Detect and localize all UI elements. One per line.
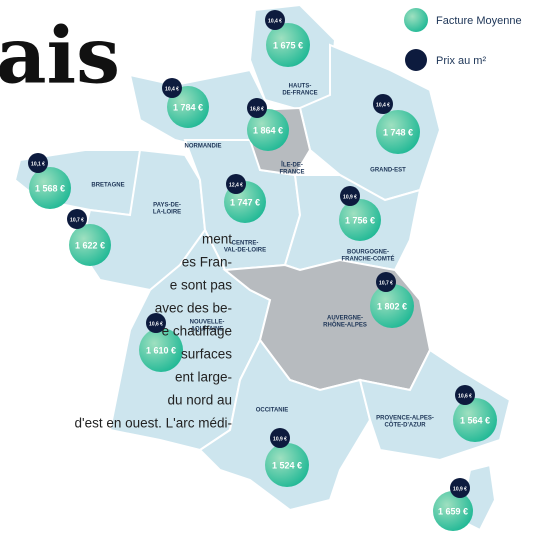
facture-bubble xyxy=(29,167,71,209)
facture-value: 1 564 € xyxy=(460,415,490,425)
article-line: du nord au xyxy=(167,393,232,408)
region-label: AQUITAINE xyxy=(191,327,224,333)
prix-bubble xyxy=(146,313,166,333)
region-label: BRETAGNE xyxy=(91,183,124,189)
prix-value: 16,8 € xyxy=(250,106,264,112)
prix-value: 10,1 € xyxy=(31,161,45,167)
region-label: LA-LOIRE xyxy=(153,210,181,216)
facture-bubble xyxy=(433,491,473,531)
facture-bubble xyxy=(265,443,309,487)
facture-value: 1 747 € xyxy=(230,197,260,207)
article-line: es Fran- xyxy=(182,255,232,270)
facture-value: 1 524 € xyxy=(272,460,302,470)
legend-label: Facture Moyenne xyxy=(436,15,522,27)
facture-value: 1 568 € xyxy=(35,183,65,193)
region-label: BOURGOGNE- xyxy=(347,250,389,256)
prix-bubble xyxy=(162,78,182,98)
prix-bubble xyxy=(373,94,393,114)
prix-bubble xyxy=(340,186,360,206)
region-label: PAYS-DE- xyxy=(153,203,181,209)
article-line: d'est en ouest. L'arc médi- xyxy=(75,416,233,431)
facture-value: 1 610 € xyxy=(146,345,176,355)
prix-bubble xyxy=(376,272,396,292)
region-label: FRANCHE-COMTÉ xyxy=(342,255,395,263)
article-line: e sont pas xyxy=(170,278,233,293)
prix-bubble xyxy=(67,209,87,229)
prix-value: 10,9 € xyxy=(273,436,287,442)
prix-value: 10,4 € xyxy=(376,102,390,108)
prix-value: 10,7 € xyxy=(70,217,84,223)
title: ais xyxy=(0,11,120,102)
facture-bubble xyxy=(376,110,420,154)
region xyxy=(198,338,372,512)
facture-value: 1 622 € xyxy=(75,240,105,250)
facture-bubble xyxy=(139,328,183,372)
prix-value: 10,4 € xyxy=(165,86,179,92)
facture-bubble xyxy=(167,86,209,128)
facture-value: 1 675 € xyxy=(273,40,303,50)
facture-bubble xyxy=(370,284,414,328)
region-label: CÔTE-D'AZUR xyxy=(384,421,426,429)
region-label: AUVERGNE- xyxy=(327,316,363,322)
prix-value: 10,6 € xyxy=(149,321,163,327)
region-label: CENTRE- xyxy=(232,241,259,247)
region-label: HAUTS- xyxy=(289,84,312,90)
facture-bubble xyxy=(247,109,289,151)
region-label: GRAND-EST xyxy=(370,168,406,174)
facture-bubble xyxy=(453,398,497,442)
facture-value: 1 864 € xyxy=(253,125,283,135)
legend-swatch xyxy=(404,8,428,32)
region-label: ÎLE-DE- xyxy=(280,161,303,169)
region-label: NORMANDIE xyxy=(185,144,222,150)
prix-bubble xyxy=(247,98,267,118)
article-line: ment xyxy=(202,232,232,247)
region-label: OCCITANIE xyxy=(256,408,289,414)
prix-bubble xyxy=(270,428,290,448)
facture-bubble xyxy=(69,224,111,266)
facture-value: 1 756 € xyxy=(345,215,375,225)
facture-bubble xyxy=(339,199,381,241)
region-label: PROVENCE-ALPES- xyxy=(376,416,434,422)
region-label: VAL-DE-LOIRE xyxy=(224,248,266,254)
facture-value: 1 784 € xyxy=(173,102,203,112)
facture-value: 1 659 € xyxy=(438,506,468,516)
article-line: surfaces xyxy=(181,347,232,362)
article-line: avec des be- xyxy=(155,301,232,316)
legend-swatch xyxy=(405,49,427,71)
prix-value: 10,6 € xyxy=(458,393,472,399)
prix-bubble xyxy=(450,478,470,498)
article-line: e chauffage xyxy=(162,324,232,339)
region-label: NOUVELLE- xyxy=(190,320,225,326)
facture-value: 1 802 € xyxy=(377,301,407,311)
prix-bubble xyxy=(28,153,48,173)
region-label: DE-FRANCE xyxy=(282,91,317,97)
prix-value: 10,7 € xyxy=(379,280,393,286)
facture-bubble xyxy=(266,23,310,67)
legend-label: Prix au m² xyxy=(436,55,486,67)
prix-value: 12,4 € xyxy=(229,182,243,188)
prix-value: 10,4 € xyxy=(268,18,282,24)
prix-value: 10,9 € xyxy=(343,194,357,200)
prix-bubble xyxy=(226,174,246,194)
region-label: FRANCE xyxy=(280,170,305,176)
prix-value: 10,9 € xyxy=(453,486,467,492)
facture-value: 1 748 € xyxy=(383,127,413,137)
prix-bubble xyxy=(265,10,285,30)
prix-bubble xyxy=(455,385,475,405)
article-line: ent large- xyxy=(175,370,232,385)
region-label: RHÔNE-ALPES xyxy=(323,321,367,329)
